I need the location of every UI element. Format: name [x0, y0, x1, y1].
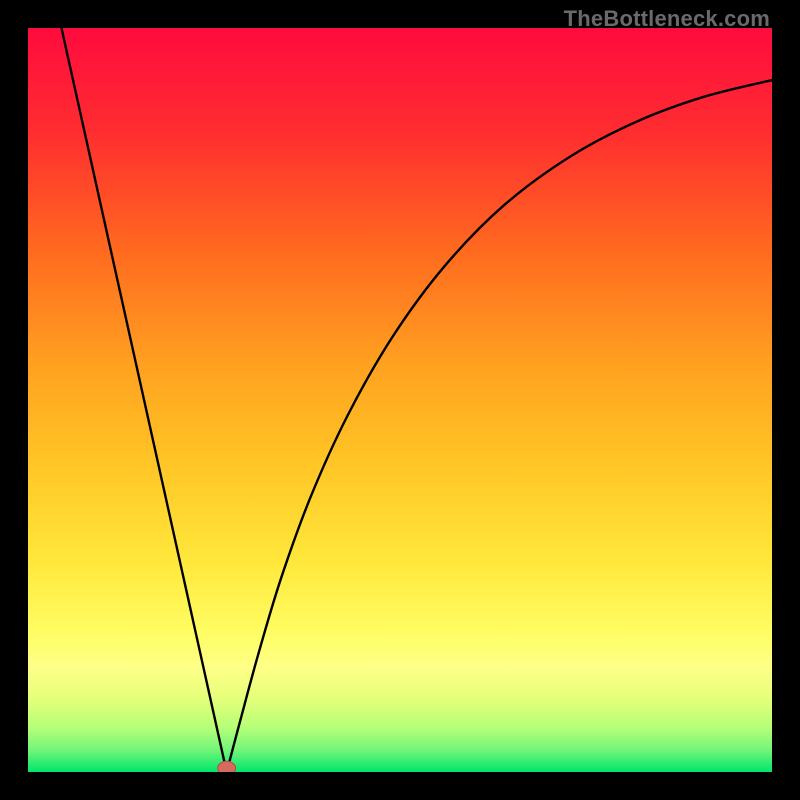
canvas: TheBottleneck.com	[0, 0, 800, 800]
plot-area	[28, 28, 772, 772]
plot-background	[28, 28, 772, 772]
watermark-text: TheBottleneck.com	[564, 6, 770, 32]
chart-svg	[28, 28, 772, 772]
minimum-marker	[218, 761, 236, 772]
